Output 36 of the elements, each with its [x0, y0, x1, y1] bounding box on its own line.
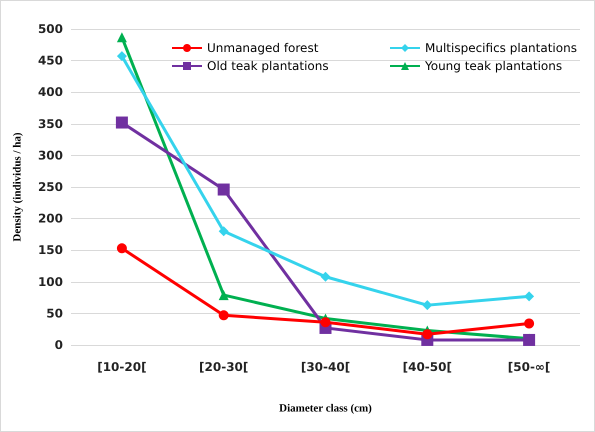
point	[218, 184, 230, 196]
point	[218, 290, 229, 300]
y-axis-title: Density (individus / ha)	[12, 132, 24, 242]
point	[116, 243, 127, 254]
point	[320, 272, 330, 282]
x-tick-label: [10-20[	[97, 360, 147, 374]
x-tick-label: [40-50[	[402, 360, 452, 374]
y-tick-label: 400	[38, 85, 63, 100]
point	[422, 300, 432, 310]
x-tick-label: [50-∞[	[508, 360, 550, 374]
point	[218, 226, 229, 236]
legend-label: Unmanaged forest	[207, 41, 319, 55]
y-tick-label: 300	[38, 148, 63, 162]
y-tick-label: 350	[38, 116, 63, 131]
y-tick-label: 100	[38, 274, 63, 289]
y-tick-label: 150	[38, 243, 63, 258]
point	[116, 32, 127, 42]
point	[116, 51, 127, 62]
y-tick-label: 50	[46, 306, 63, 320]
x-tick-label: [30-40[	[300, 360, 350, 374]
x-tick-label: [20-30[	[199, 360, 248, 374]
point	[422, 329, 432, 340]
point	[320, 317, 330, 328]
y-tick-label: 200	[38, 212, 63, 226]
y-tick-label: 0	[54, 338, 63, 352]
legend-label: Multispecifics plantations	[425, 41, 577, 55]
point	[116, 116, 128, 129]
point	[524, 291, 534, 302]
y-tick-label: 250	[38, 180, 63, 194]
point	[218, 310, 229, 320]
y-tick-label: 450	[38, 54, 63, 68]
y-tick-label: 500	[38, 22, 63, 36]
x-axis-title: Diameter class (cm)	[279, 402, 372, 414]
point	[524, 318, 534, 329]
legend-label: Young teak plantations	[424, 59, 562, 73]
legend-label: Old teak plantations	[207, 59, 329, 73]
